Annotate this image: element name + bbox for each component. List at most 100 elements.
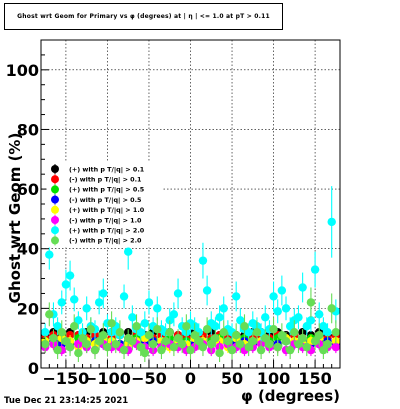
x-axis-label: φ (degrees) <box>241 387 340 405</box>
data-point <box>285 322 295 331</box>
data-point <box>190 331 199 340</box>
y-axis-label: Ghost wrt Geom (%) <box>6 133 24 304</box>
data-point <box>331 342 341 352</box>
data-point <box>277 286 287 295</box>
x-tick-label: 100 <box>257 369 290 388</box>
data-point <box>319 345 328 355</box>
data-point <box>327 304 336 313</box>
data-point <box>182 322 191 331</box>
data-point <box>256 345 266 355</box>
data-point <box>281 336 291 346</box>
data-point <box>215 313 224 322</box>
legend-label: (-) with p T/|q| > 2.0 <box>69 237 142 246</box>
axes: −150−100 −50 0 50 100 150 0 20 40 60 80 100 <box>6 54 333 388</box>
data-point <box>177 339 187 349</box>
legend-label: (-) with p T/|q| > 0.1 <box>69 176 142 185</box>
data-point <box>198 342 208 352</box>
data-point <box>219 328 228 337</box>
data-point <box>215 348 224 358</box>
legend-label: (-) with p T/|q| > 1.0 <box>69 216 142 225</box>
data-point <box>248 336 257 346</box>
data-point <box>194 336 204 346</box>
data-point <box>323 339 332 349</box>
data-point <box>202 286 212 295</box>
data-point <box>103 342 112 352</box>
data-point <box>236 316 245 325</box>
data-point <box>57 298 66 307</box>
legend-box <box>46 162 164 248</box>
data-point <box>148 339 158 349</box>
data-point <box>94 298 104 307</box>
x-tick-label: −150 <box>43 369 90 388</box>
data-point <box>281 304 291 313</box>
data-point <box>236 339 245 349</box>
data-point <box>61 280 71 289</box>
data-point <box>61 336 71 346</box>
data-point <box>269 325 278 334</box>
data-point <box>70 295 79 304</box>
data-point <box>285 345 295 355</box>
data-point <box>86 325 96 334</box>
data-point <box>115 328 125 337</box>
data-point <box>252 328 262 337</box>
data-point <box>173 333 183 343</box>
data-point <box>211 333 220 343</box>
data-point <box>119 292 129 301</box>
data-point <box>169 310 179 319</box>
timestamp: Tue Dec 21 23:14:25 2021 <box>4 396 129 406</box>
data-point <box>99 289 108 298</box>
data-point <box>119 345 129 355</box>
data-point <box>323 328 332 337</box>
data-point <box>65 342 75 352</box>
data-point <box>136 342 145 352</box>
data-point <box>99 331 108 340</box>
data-point <box>94 336 104 346</box>
legend-label: (-) with p T/|q| > 0.5 <box>69 196 142 205</box>
y-tick-label: 80 <box>17 120 39 139</box>
data-point <box>165 316 174 325</box>
data-point <box>294 339 303 349</box>
data-point <box>315 331 324 340</box>
x-tick-label: 50 <box>221 369 243 388</box>
legend: (+) with p T/|q| > 0.1 (-) with p T/|q| >… <box>46 162 164 248</box>
data-point <box>273 307 282 316</box>
data-point <box>207 339 216 349</box>
data-point <box>319 322 328 331</box>
data-point <box>70 322 79 331</box>
data-point <box>290 328 299 337</box>
series-8 <box>40 287 341 363</box>
data-point <box>169 342 179 352</box>
data-point <box>107 319 116 328</box>
data-point <box>74 316 83 325</box>
data-point <box>198 256 208 265</box>
data-point <box>140 348 150 358</box>
data-point <box>202 325 212 334</box>
data-point <box>74 348 83 358</box>
data-point <box>153 304 162 313</box>
data-point <box>219 304 228 313</box>
data-point <box>82 304 91 313</box>
data-point <box>128 313 137 322</box>
data-point <box>45 310 54 319</box>
data-point <box>227 345 237 355</box>
y-tick-label: 100 <box>6 61 39 80</box>
data-point <box>49 333 58 343</box>
data-point <box>310 265 320 274</box>
data-point <box>186 345 195 355</box>
data-point <box>231 292 241 301</box>
data-point <box>302 342 311 352</box>
data-point <box>65 271 75 280</box>
data-point <box>273 342 282 352</box>
data-point <box>302 322 311 331</box>
data-point <box>128 336 137 346</box>
data-point <box>244 328 253 337</box>
y-tick-label: 0 <box>28 359 39 378</box>
x-tick-label: −50 <box>131 369 167 388</box>
data-point <box>269 292 278 301</box>
data-point <box>298 333 307 343</box>
legend-label: (+) with p T/|q| > 1.0 <box>69 206 145 215</box>
data-point <box>153 325 162 334</box>
x-tick-label: −100 <box>84 369 131 388</box>
x-tick-label: 150 <box>298 369 331 388</box>
